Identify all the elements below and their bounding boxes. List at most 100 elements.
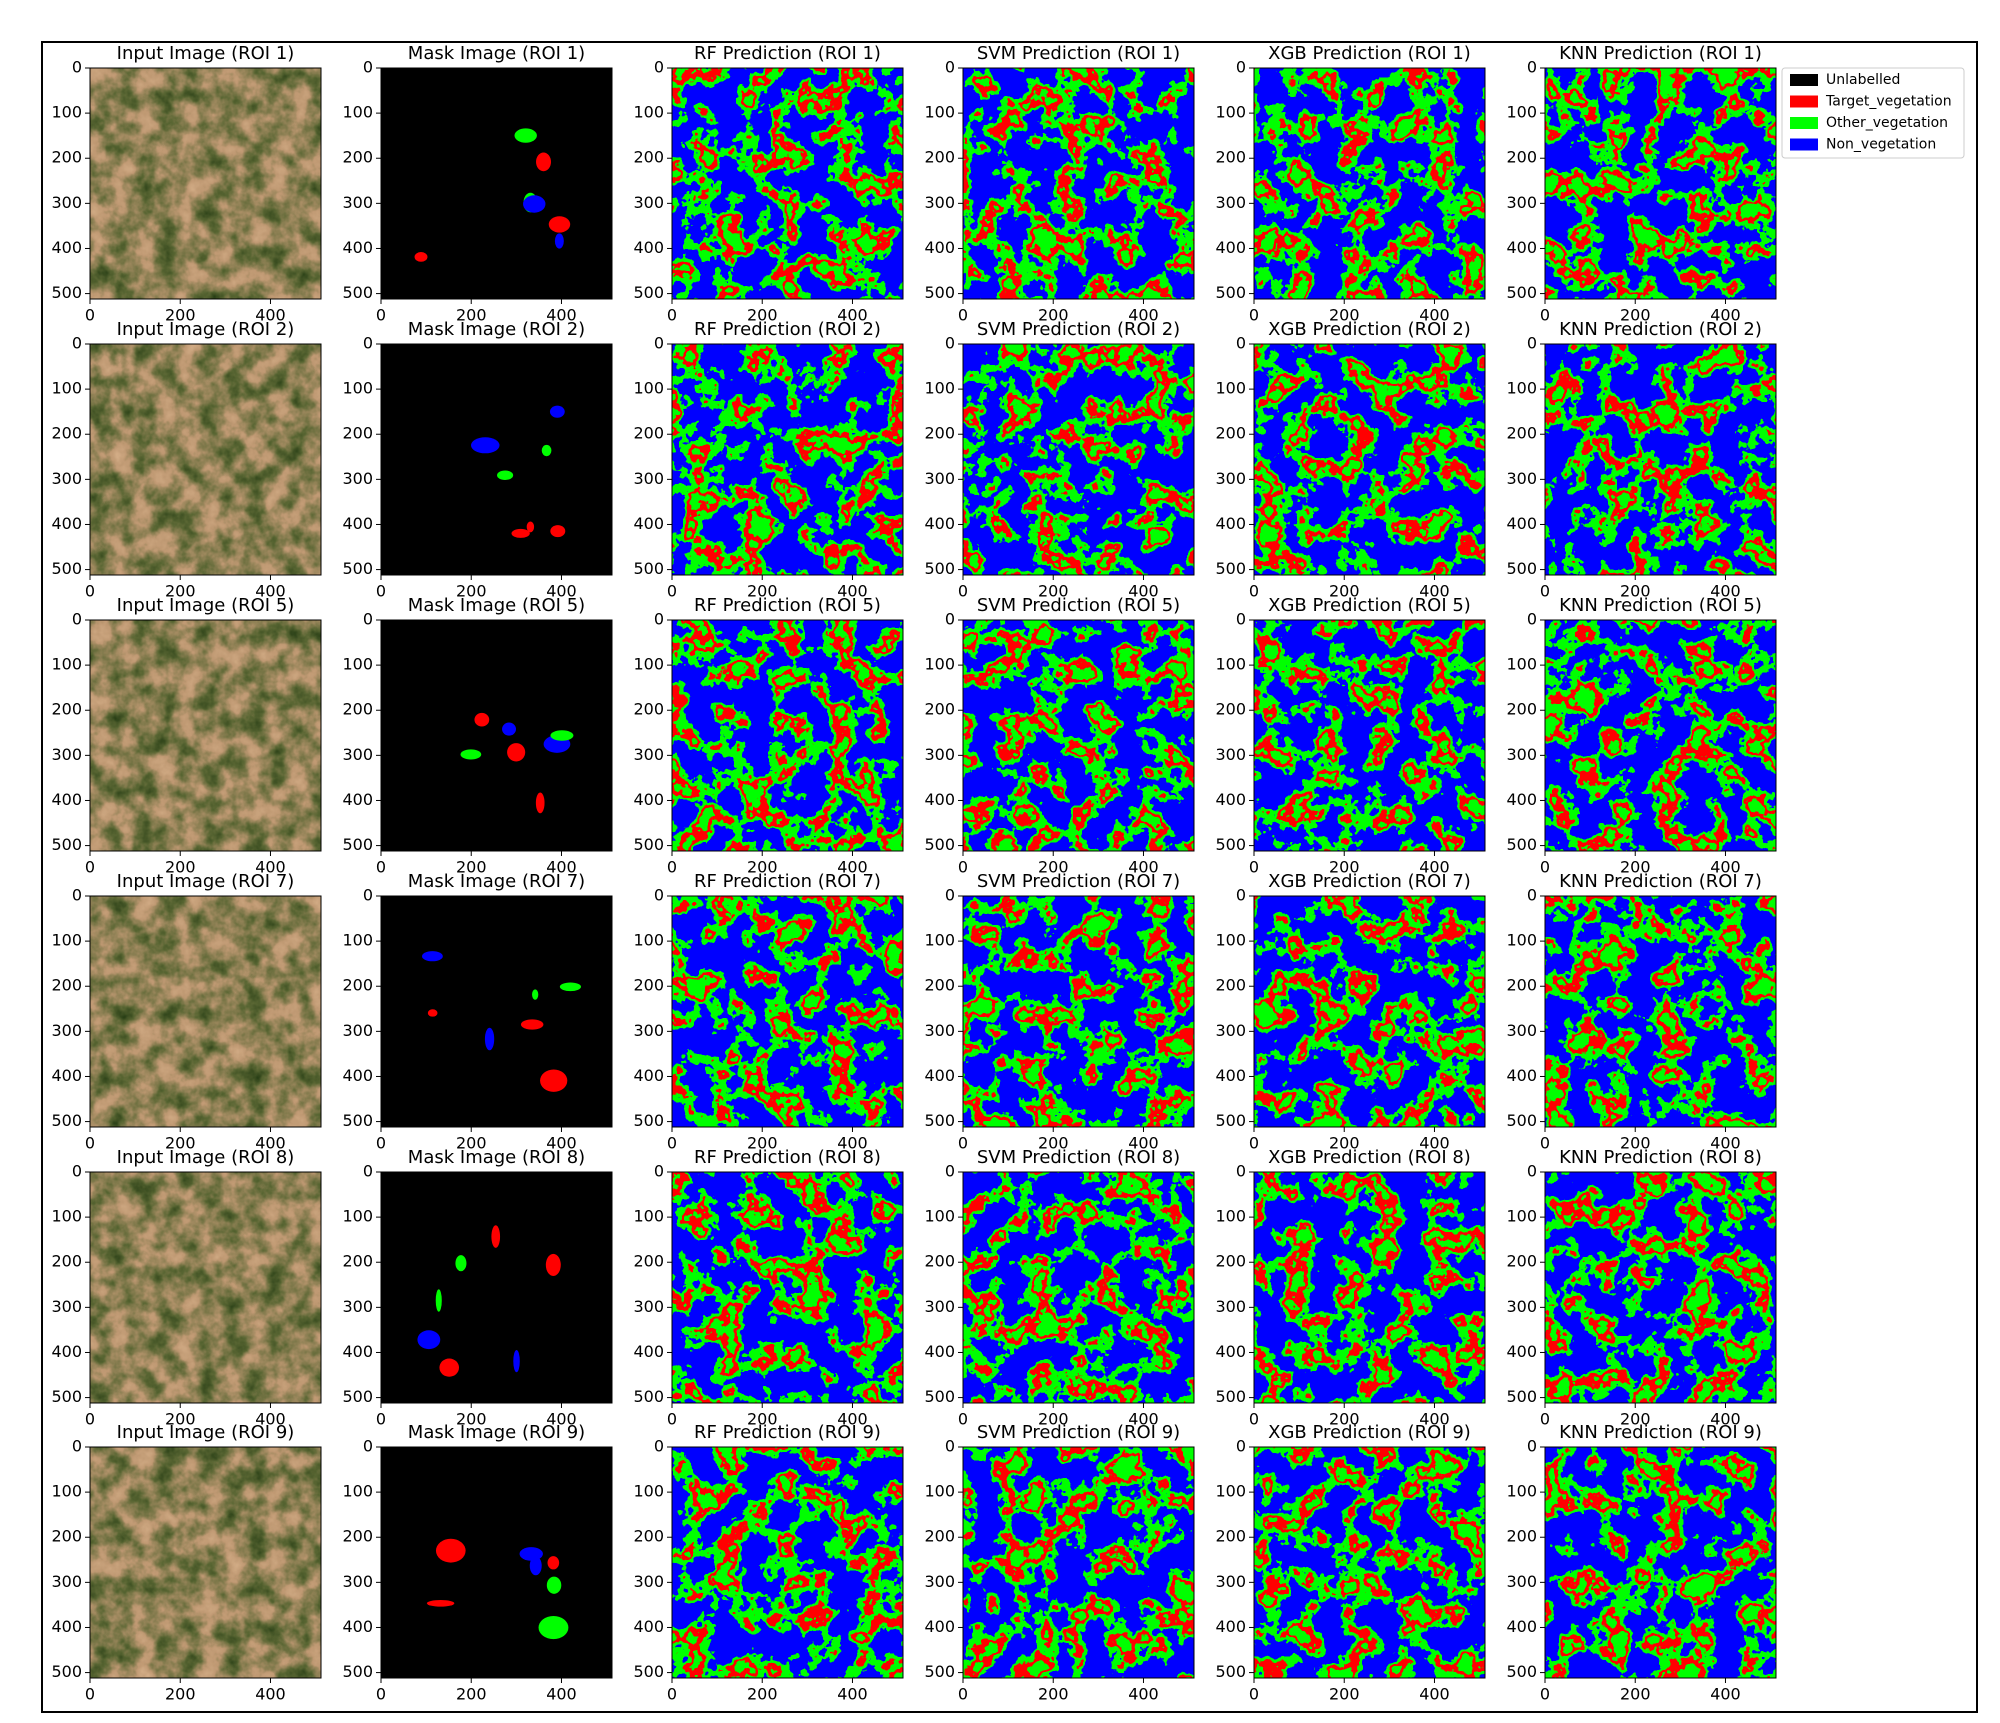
legend-label: Target_vegetation <box>1825 94 1952 110</box>
y-tick-label: 0 <box>1236 58 1246 77</box>
mask-region <box>559 982 582 992</box>
axes-frame <box>89 895 322 1128</box>
y-tick-label: 0 <box>363 58 373 77</box>
prediction-image <box>672 68 903 299</box>
x-tick-label: 0 <box>1249 582 1259 601</box>
prediction-image <box>963 68 1194 299</box>
mask-image <box>381 344 612 575</box>
mask-region <box>507 743 526 762</box>
mask-region <box>502 722 516 736</box>
y-tick-label: 400 <box>924 1617 955 1636</box>
axes-frame <box>962 67 1195 300</box>
y-tick-label: 400 <box>342 238 373 257</box>
y-tick-label: 300 <box>51 745 82 764</box>
y-tick-label: 500 <box>342 559 373 578</box>
y-tick-label: 200 <box>924 700 955 719</box>
x-tick-label: 200 <box>165 1134 196 1153</box>
frame <box>41 41 1978 1713</box>
x-tick-label: 400 <box>546 858 577 877</box>
y-tick-label: 400 <box>1506 1342 1537 1361</box>
axes-frame <box>1544 343 1777 576</box>
y-tick-label: 400 <box>633 1342 664 1361</box>
y-tick-label: 200 <box>1215 1252 1246 1271</box>
prediction-image <box>672 896 903 1127</box>
y-tick-label: 400 <box>342 514 373 533</box>
x-tick-label: 400 <box>255 582 286 601</box>
x-tick-label: 0 <box>958 1685 968 1704</box>
y-tick-label: 100 <box>633 1207 664 1226</box>
x-tick-label: 400 <box>546 582 577 601</box>
y-tick-label: 300 <box>924 745 955 764</box>
panel-title: SVM Prediction (ROI 2) <box>977 319 1180 340</box>
x-tick-label: 400 <box>546 1685 577 1704</box>
y-tick-label: 300 <box>633 1021 664 1040</box>
y-tick-label: 400 <box>51 1066 82 1085</box>
mask-region <box>460 749 482 760</box>
x-tick-label: 400 <box>1128 1134 1159 1153</box>
y-tick-label: 400 <box>1215 1617 1246 1636</box>
y-tick-label: 500 <box>1506 559 1537 578</box>
axes-frame <box>962 1171 1195 1404</box>
axes-frame <box>1253 619 1486 852</box>
y-tick-label: 0 <box>1527 886 1537 905</box>
panel-title: KNN Prediction (ROI 9) <box>1559 1422 1762 1443</box>
panel-title: SVM Prediction (ROI 7) <box>977 871 1180 892</box>
axes-frame <box>380 1446 613 1679</box>
axes-frame <box>671 343 904 576</box>
y-tick-label: 0 <box>1236 1162 1246 1181</box>
y-tick-label: 400 <box>633 790 664 809</box>
y-tick-label: 300 <box>51 193 82 212</box>
panel-title: SVM Prediction (ROI 8) <box>977 1147 1180 1168</box>
y-tick-label: 300 <box>1215 1297 1246 1316</box>
axes-frame <box>962 619 1195 852</box>
x-tick-label: 200 <box>747 858 778 877</box>
x-tick-label: 0 <box>667 582 677 601</box>
panel-title: XGB Prediction (ROI 1) <box>1268 43 1471 64</box>
axes-frame <box>962 1446 1195 1679</box>
x-tick-label: 0 <box>1540 582 1550 601</box>
axes-frame <box>1253 67 1486 300</box>
mask-region <box>471 437 500 454</box>
y-tick-label: 300 <box>342 1021 373 1040</box>
y-tick-label: 0 <box>1527 1162 1537 1181</box>
input-image <box>90 620 321 851</box>
y-tick-label: 100 <box>1215 379 1246 398</box>
prediction-image <box>672 1172 903 1403</box>
mask-region <box>474 712 490 727</box>
y-tick-label: 300 <box>924 1297 955 1316</box>
y-tick-label: 300 <box>924 1021 955 1040</box>
prediction-image <box>1254 1447 1485 1678</box>
x-tick-label: 200 <box>1038 306 1069 325</box>
y-tick-label: 0 <box>1527 58 1537 77</box>
axes-frame <box>671 895 904 1128</box>
x-tick-label: 200 <box>1329 858 1360 877</box>
prediction-image <box>1545 1447 1776 1678</box>
panel-title: XGB Prediction (ROI 5) <box>1268 595 1471 616</box>
mask-region <box>435 1538 466 1563</box>
prediction-image <box>672 1447 903 1678</box>
y-tick-label: 300 <box>1215 1572 1246 1591</box>
x-tick-label: 200 <box>165 858 196 877</box>
mask-region <box>513 1349 520 1373</box>
x-tick-label: 400 <box>1710 306 1741 325</box>
prediction-image <box>1254 1172 1485 1403</box>
y-tick-label: 500 <box>1215 1662 1246 1681</box>
panel-title: Input Image (ROI 7) <box>117 871 295 892</box>
panel-title: Input Image (ROI 8) <box>117 1147 295 1168</box>
x-tick-label: 400 <box>837 582 868 601</box>
mask-region <box>422 951 443 962</box>
axes-frame <box>671 1171 904 1404</box>
legend-label: Unlabelled <box>1826 72 1900 88</box>
prediction-image <box>1254 344 1485 575</box>
y-tick-label: 500 <box>51 283 82 302</box>
y-tick-label: 300 <box>342 1572 373 1591</box>
x-tick-label: 400 <box>1128 1410 1159 1429</box>
x-tick-label: 400 <box>1419 582 1450 601</box>
axes-frame <box>671 67 904 300</box>
y-tick-label: 300 <box>633 193 664 212</box>
x-tick-label: 400 <box>255 858 286 877</box>
y-tick-label: 400 <box>633 1066 664 1085</box>
panel-title: SVM Prediction (ROI 1) <box>977 43 1180 64</box>
y-tick-label: 0 <box>72 1437 82 1456</box>
